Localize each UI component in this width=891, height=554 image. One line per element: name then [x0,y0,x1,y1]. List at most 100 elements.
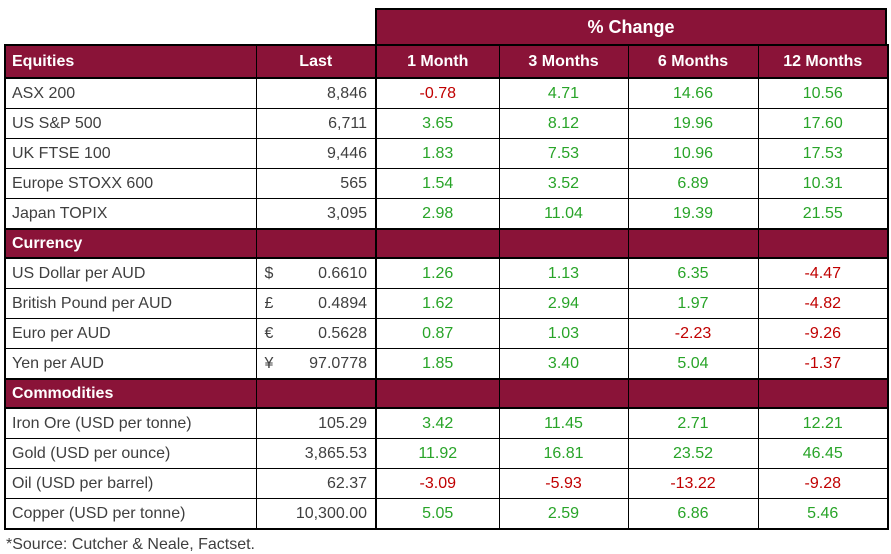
change-1-month: -0.78 [375,77,500,109]
last-value: €0.5628 [255,318,377,349]
last-value: $0.6610 [255,257,377,289]
change-3-months: 3.52 [498,168,629,199]
table-row-us-sp-500: US S&P 500 6,711 3.65 8.12 19.96 17.60 [4,108,889,139]
change-3-months: 7.53 [498,138,629,169]
banner-spacer [4,8,375,44]
section-band-cell [375,228,500,259]
change-3-months: -5.93 [498,468,629,499]
change-12-months: 46.45 [757,438,889,469]
last-number: 9,446 [326,144,367,162]
change-3-months: 8.12 [498,108,629,139]
table-row-copper: Copper (USD per tonne) 10,300.00 5.05 2.… [4,498,889,530]
change-12-months: -9.28 [757,468,889,499]
change-1-month: 5.05 [375,498,500,530]
column-header-3-months: 3 Months [498,44,629,79]
last-value: £0.4894 [255,288,377,319]
change-12-months: 17.60 [757,108,889,139]
section-band-cell [498,378,629,409]
row-label: Iron Ore (USD per tonne) [4,407,257,439]
table-row-euro-per-aud: Euro per AUD €0.5628 0.87 1.03 -2.23 -9.… [4,318,889,349]
section-band-cell [757,228,889,259]
change-3-months: 1.03 [498,318,629,349]
change-12-months: 5.46 [757,498,889,530]
row-label: Yen per AUD [4,348,257,380]
change-3-months: 2.59 [498,498,629,530]
last-number: 0.4894 [318,294,367,312]
table-row-asx-200: ASX 200 8,846 -0.78 4.71 14.66 10.56 [4,77,889,109]
percent-change-banner-row: % Change [4,8,887,44]
table-row-japan-topix: Japan TOPIX 3,095 2.98 11.04 19.39 21.55 [4,198,889,230]
last-value: 9,446 [255,138,377,169]
last-value: 3,095 [255,198,377,230]
change-3-months: 16.81 [498,438,629,469]
row-label: Oil (USD per barrel) [4,468,257,499]
section-band-cell [757,378,889,409]
last-number: 3,865.53 [304,444,367,462]
currency-symbol: £ [264,294,274,312]
data-table: Equities Last 1 Month 3 Months 6 Months … [4,44,889,530]
row-label: British Pound per AUD [4,288,257,319]
change-6-months: 5.04 [627,348,759,380]
change-3-months: 11.45 [498,407,629,439]
table-row-gold: Gold (USD per ounce) 3,865.53 11.92 16.8… [4,438,889,469]
change-1-month: 2.98 [375,198,500,230]
change-12-months: -4.82 [757,288,889,319]
last-number: 3,095 [326,204,367,222]
change-6-months: 1.97 [627,288,759,319]
row-label: Gold (USD per ounce) [4,438,257,469]
change-6-months: 23.52 [627,438,759,469]
row-label: UK FTSE 100 [4,138,257,169]
change-1-month: 1.26 [375,257,500,289]
last-number: 62.37 [326,474,367,492]
section-band-cell [255,378,377,409]
section-header-commodities: Commodities [4,378,889,409]
last-value: 3,865.53 [255,438,377,469]
last-value: 62.37 [255,468,377,499]
row-label: Euro per AUD [4,318,257,349]
table-row-iron-ore: Iron Ore (USD per tonne) 105.29 3.42 11.… [4,407,889,439]
change-6-months: 6.89 [627,168,759,199]
last-number: 0.5628 [318,324,367,342]
table-row-us-dollar-per-aud: US Dollar per AUD $0.6610 1.26 1.13 6.35… [4,257,889,289]
last-number: 105.29 [318,414,367,432]
header-row: Equities Last 1 Month 3 Months 6 Months … [4,44,889,79]
change-12-months: -9.26 [757,318,889,349]
change-6-months: 14.66 [627,77,759,109]
change-6-months: 19.96 [627,108,759,139]
percent-change-banner: % Change [375,8,887,44]
change-6-months: 19.39 [627,198,759,230]
section-title: Currency [4,228,257,259]
last-number: 10,300.00 [295,504,367,522]
table-row-british-pound-per-aud: British Pound per AUD £0.4894 1.62 2.94 … [4,288,889,319]
change-12-months: -4.47 [757,257,889,289]
change-6-months: 10.96 [627,138,759,169]
change-1-month: 1.62 [375,288,500,319]
change-6-months: -13.22 [627,468,759,499]
last-value: 565 [255,168,377,199]
last-value: 105.29 [255,407,377,439]
row-label: Copper (USD per tonne) [4,498,257,530]
change-3-months: 2.94 [498,288,629,319]
last-value: 8,846 [255,77,377,109]
change-6-months: 2.71 [627,407,759,439]
change-3-months: 1.13 [498,257,629,289]
last-number: 6,711 [328,114,367,132]
last-number: 0.6610 [318,264,367,282]
change-3-months: 4.71 [498,77,629,109]
change-3-months: 3.40 [498,348,629,380]
section-band-cell [375,378,500,409]
change-1-month: 3.42 [375,407,500,439]
change-12-months: 21.55 [757,198,889,230]
change-12-months: 10.31 [757,168,889,199]
change-1-month: 1.54 [375,168,500,199]
last-value: 6,711 [255,108,377,139]
section-band-cell [255,228,377,259]
change-12-months: -1.37 [757,348,889,380]
row-label: Japan TOPIX [4,198,257,230]
row-label: ASX 200 [4,77,257,109]
last-number: 565 [340,174,367,192]
section-title: Commodities [4,378,257,409]
currency-symbol: € [264,324,274,342]
currency-symbol: ¥ [264,354,274,372]
